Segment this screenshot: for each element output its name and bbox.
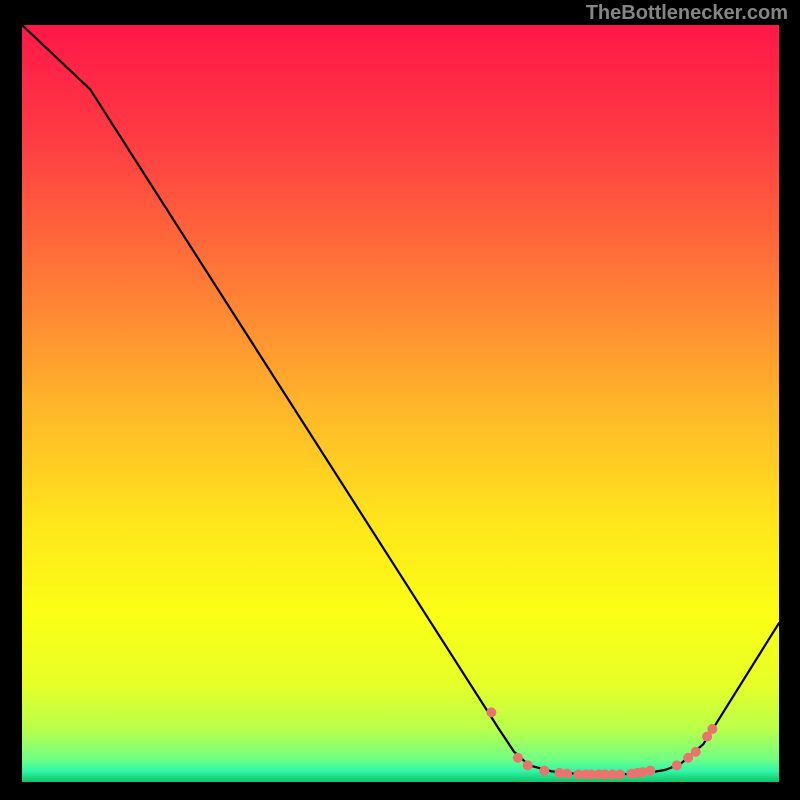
marker-dot bbox=[615, 769, 625, 779]
plot-background-gradient bbox=[22, 25, 779, 782]
watermark-text: TheBottlenecker.com bbox=[586, 2, 788, 25]
chart-canvas: TheBottlenecker.com bbox=[0, 0, 800, 800]
marker-dot bbox=[707, 724, 717, 734]
marker-dot bbox=[691, 747, 701, 757]
marker-dot bbox=[645, 766, 655, 776]
marker-dot bbox=[539, 766, 549, 776]
marker-dot bbox=[486, 707, 496, 717]
marker-dot bbox=[562, 769, 572, 779]
plot-frame bbox=[22, 25, 779, 782]
marker-dot bbox=[523, 760, 533, 770]
marker-dot bbox=[513, 753, 523, 763]
marker-dot bbox=[672, 760, 682, 770]
plot-svg bbox=[22, 25, 779, 782]
